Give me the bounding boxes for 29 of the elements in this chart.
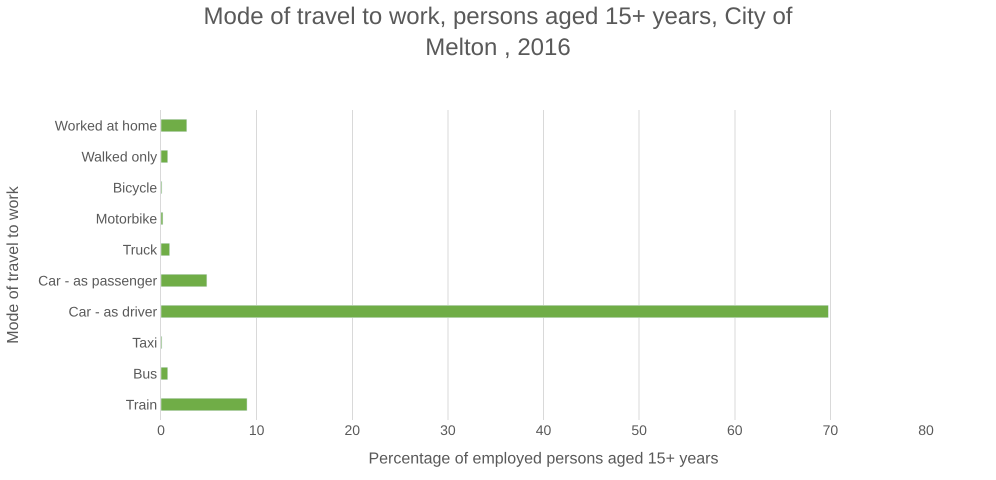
- chart-title: Mode of travel to work, persons aged 15+ years, City of Melton , 2016: [204, 3, 793, 62]
- y-tick-label: Car - as driver: [68, 303, 158, 320]
- y-tick-label: Motorbike: [96, 210, 158, 226]
- x-tick-label: 20: [344, 422, 360, 438]
- y-tick-label: Worked at home: [54, 117, 158, 134]
- bar: [161, 398, 248, 411]
- x-tick-label: 30: [440, 422, 456, 438]
- x-axis-title: Percentage of employed persons aged 15+ years: [368, 450, 719, 468]
- y-tick-label: Bicycle: [112, 179, 158, 196]
- x-tick-label: 50: [631, 422, 648, 438]
- y-tick-label: Taxi: [132, 334, 158, 350]
- x-tick-label: 10: [248, 422, 265, 438]
- bar: [161, 367, 168, 380]
- y-tick-label: Truck: [122, 241, 158, 258]
- bar: [161, 243, 170, 256]
- y-tick-label: Bus: [133, 365, 158, 382]
- x-tick-label: 40: [536, 422, 552, 438]
- bar: [161, 274, 208, 287]
- x-tick-label: 0: [157, 422, 166, 438]
- bar: [161, 119, 188, 132]
- y-axis-title: Mode of travel to work: [5, 185, 22, 344]
- bar: [161, 150, 168, 163]
- x-tick-label: 60: [726, 422, 743, 438]
- bar: [161, 305, 829, 318]
- y-tick-label: Car - as passenger: [38, 272, 158, 288]
- y-tick-label: Walked only: [81, 148, 158, 164]
- x-tick-label: 70: [822, 422, 838, 438]
- x-tick-label: 80: [918, 422, 934, 438]
- y-tick-label: Train: [126, 396, 158, 412]
